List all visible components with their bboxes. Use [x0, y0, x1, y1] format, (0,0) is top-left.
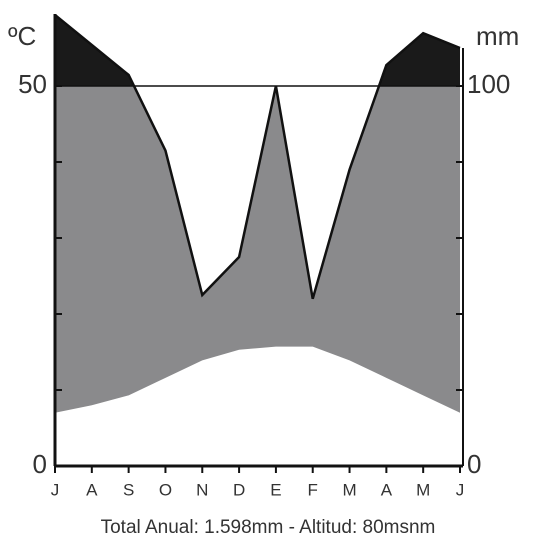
- temperature-area: [55, 346, 460, 466]
- right-unit: mm: [476, 21, 519, 51]
- left-unit: ºC: [8, 21, 36, 51]
- x-tick-label: M: [416, 480, 430, 499]
- x-tick-label: F: [308, 480, 318, 499]
- x-tick-label: J: [51, 480, 60, 499]
- x-tick-label: A: [381, 480, 393, 499]
- x-tick-label: A: [86, 480, 98, 499]
- y-tick-label: 0: [33, 449, 47, 479]
- y2-tick-label: 100: [467, 69, 510, 99]
- x-tick-label: O: [159, 480, 172, 499]
- x-tick-label: M: [342, 480, 356, 499]
- x-tick-label: N: [196, 480, 208, 499]
- y-tick-label: 50: [18, 69, 47, 99]
- x-tick-label: D: [233, 480, 245, 499]
- x-tick-label: S: [123, 480, 134, 499]
- footer: Total Anual: 1.598mm - Altitud: 80msnm: [101, 517, 436, 538]
- x-tick-label: J: [456, 480, 465, 499]
- y2-tick-label: 0: [467, 449, 481, 479]
- x-tick-label: E: [270, 480, 281, 499]
- precipitation-line: [54, 13, 461, 300]
